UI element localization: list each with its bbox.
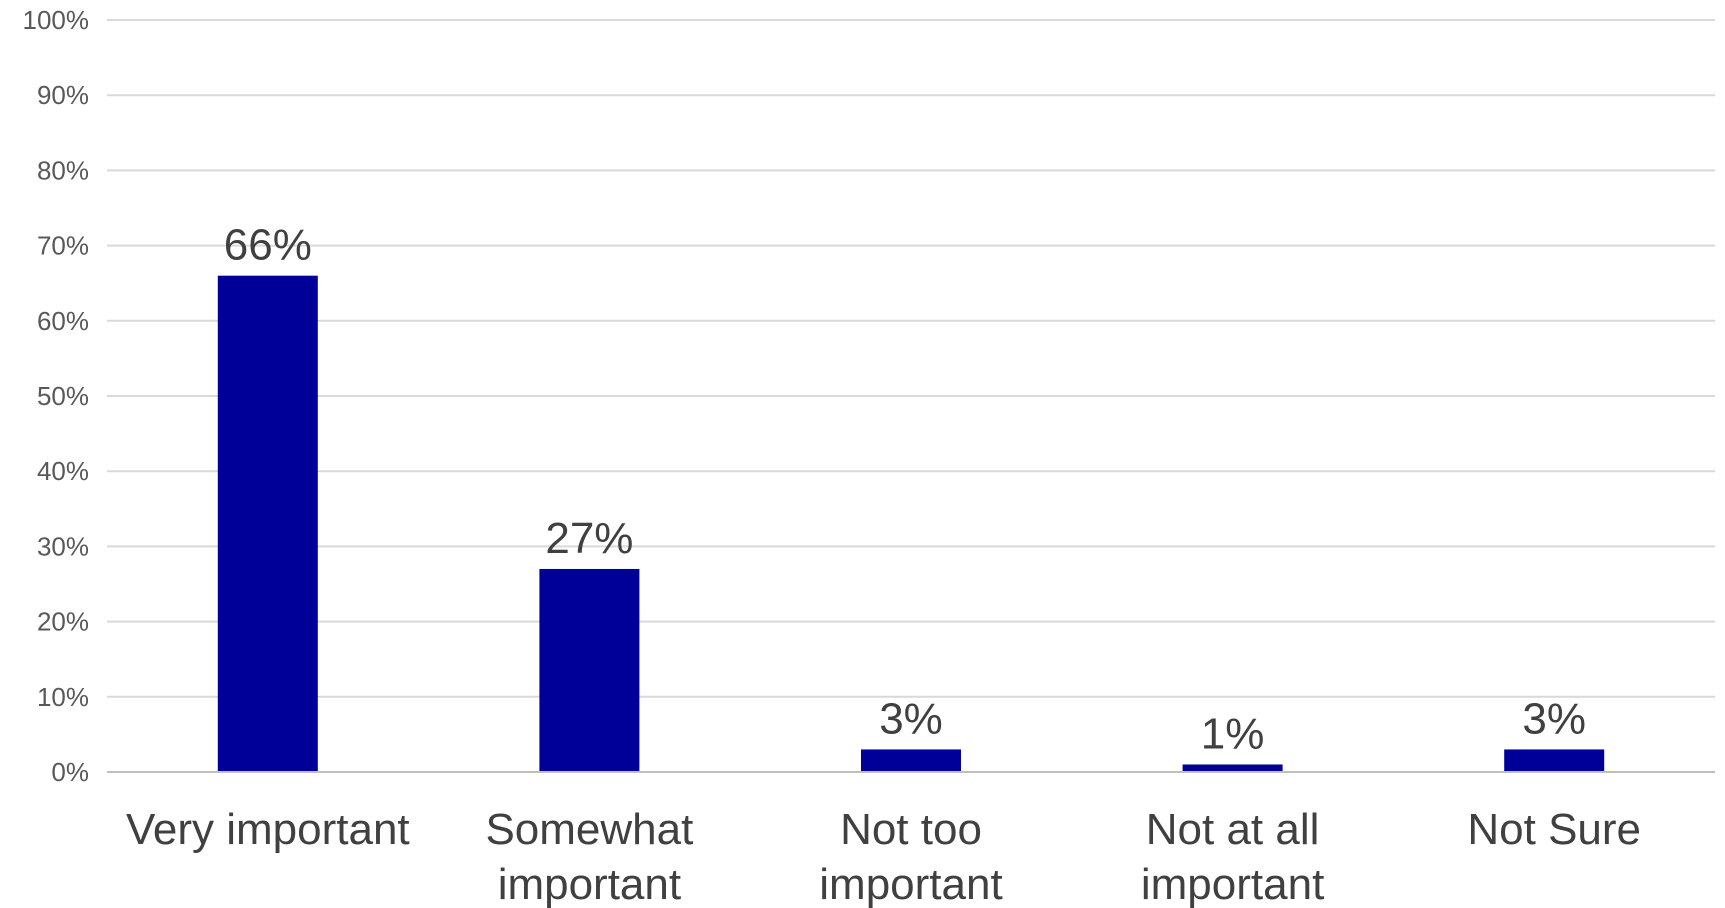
data-label: 66%: [224, 221, 312, 270]
x-category-label-line: important: [1141, 860, 1324, 908]
y-tick-label: 40%: [37, 456, 89, 486]
data-labels: 66% 27% 3% 1% 3%: [224, 221, 1586, 759]
y-tick-label: 80%: [37, 155, 89, 185]
y-tick-label: 20%: [37, 607, 89, 637]
y-axis-tick-labels: 0% 10% 20% 30% 40% 50% 60% 70% 80% 90% 100%: [23, 5, 90, 787]
data-label: 1%: [1201, 709, 1265, 758]
y-tick-label: 30%: [37, 531, 89, 561]
bar: [861, 749, 961, 772]
x-category-label-line: Not too: [840, 805, 982, 854]
x-category-label: Not too important: [819, 805, 1002, 908]
x-category-label-line: Not at all: [1146, 805, 1320, 854]
x-category-label-line: important: [498, 860, 681, 908]
bar: [217, 275, 318, 772]
bar: [1182, 764, 1283, 772]
y-tick-label: 60%: [37, 306, 89, 336]
x-category-label-line: Very important: [126, 805, 410, 854]
bar: [1504, 749, 1605, 772]
x-category-label: Very important: [126, 805, 410, 854]
y-tick-label: 10%: [37, 682, 89, 712]
data-label: 3%: [879, 694, 943, 743]
x-category-label: Not at all important: [1141, 805, 1324, 908]
gridlines: [107, 19, 1715, 698]
y-tick-label: 100%: [23, 5, 90, 35]
data-label: 27%: [545, 514, 633, 563]
y-tick-label: 70%: [37, 231, 89, 261]
bars: [217, 275, 1605, 772]
x-category-label: Not Sure: [1467, 805, 1641, 854]
bar: [539, 568, 640, 772]
x-category-label-line: important: [819, 860, 1002, 908]
x-category-label-line: Not Sure: [1467, 805, 1641, 854]
x-category-label: Somewhat important: [485, 805, 693, 908]
y-tick-label: 50%: [37, 381, 89, 411]
y-tick-label: 90%: [37, 80, 89, 110]
data-label: 3%: [1522, 694, 1586, 743]
y-tick-label: 0%: [51, 757, 89, 787]
x-category-label-line: Somewhat: [485, 805, 693, 854]
x-axis-category-labels: Very important Somewhat important Not too im…: [126, 805, 1641, 908]
